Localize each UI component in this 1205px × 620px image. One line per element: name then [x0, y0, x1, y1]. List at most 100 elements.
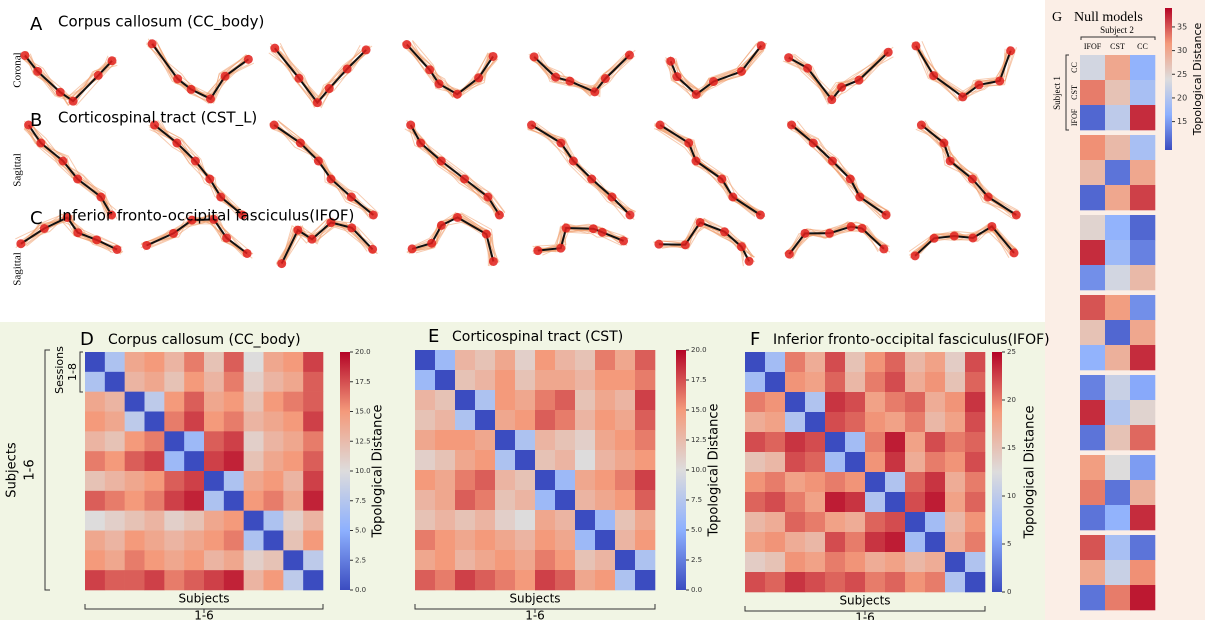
heatmap-cell — [435, 530, 455, 550]
null-cell — [1105, 560, 1130, 585]
node — [495, 211, 504, 220]
heatmap-cell — [555, 390, 575, 410]
node — [402, 40, 411, 49]
node — [696, 218, 705, 227]
heatmap-cell — [785, 392, 805, 412]
colorbar — [676, 350, 686, 590]
streamline — [278, 49, 360, 102]
heatmap-cell — [164, 511, 184, 531]
heatmap-cell — [244, 431, 264, 451]
heatmap-cell — [925, 472, 945, 492]
node — [882, 211, 891, 220]
heatmap-cell — [555, 550, 575, 570]
heatmap-cell — [595, 570, 615, 590]
heatmap-cell — [595, 370, 615, 390]
y-range-label: 1-6 — [23, 459, 38, 480]
heatmap-cell — [415, 490, 435, 510]
node — [216, 193, 225, 202]
x-axis-label: Subjects — [178, 592, 229, 606]
heatmap-cell — [635, 550, 655, 570]
heatmap-cell — [805, 372, 825, 392]
x-axis-label: Subjects — [509, 592, 560, 606]
heatmap-cell — [415, 510, 435, 530]
heatmap-cell — [244, 531, 264, 551]
node — [148, 39, 157, 48]
heatmap-cell — [283, 392, 303, 412]
node — [846, 175, 855, 184]
heatmap-cell — [283, 550, 303, 570]
heatmap-cell — [303, 491, 323, 511]
heatmap-cell — [264, 471, 284, 491]
heatmap-cell — [164, 352, 184, 372]
heatmap-cell — [765, 512, 785, 532]
heatmap-cell — [765, 552, 785, 572]
streamline — [270, 125, 370, 219]
heatmap-cell — [575, 470, 595, 490]
node — [314, 157, 323, 166]
heatmap-cell — [264, 352, 284, 372]
heatmap-cell — [164, 570, 184, 590]
heatmap-cell — [415, 370, 435, 390]
node — [803, 64, 812, 73]
heatmap-cell — [615, 390, 635, 410]
node — [406, 121, 415, 130]
panel-letter: G — [1052, 10, 1062, 25]
null-cell — [1080, 505, 1105, 530]
heatmap-cell — [475, 570, 495, 590]
heatmap-cell — [455, 390, 475, 410]
node — [73, 175, 82, 184]
heatmap-cell — [475, 510, 495, 530]
heatmap-cell — [745, 452, 765, 472]
streamline — [413, 41, 489, 92]
row-label: IFOF — [1070, 108, 1079, 126]
heatmap-cell — [635, 470, 655, 490]
null-cell — [1080, 455, 1105, 480]
panel-title: Corpus callosum (CC_body) — [108, 332, 301, 348]
null-cell — [1130, 265, 1155, 290]
heatmap-cell — [825, 532, 845, 552]
row-label: CC — [1070, 62, 1079, 73]
tractography — [15, 39, 1020, 268]
null-cell — [1130, 160, 1155, 185]
heatmap-cell — [595, 450, 615, 470]
null-cell — [1105, 480, 1130, 505]
heatmap-cell — [204, 531, 224, 551]
heatmap-cell — [303, 352, 323, 372]
heatmap-cell — [745, 432, 765, 452]
figure: ACorpus callosum (CC_body)CoronalBCortic… — [0, 0, 1205, 620]
heatmap-cell — [885, 352, 905, 372]
heatmap-cell — [635, 530, 655, 550]
heatmap-cell — [224, 352, 244, 372]
streamline — [274, 48, 363, 101]
node — [243, 249, 252, 258]
node — [884, 48, 893, 57]
heatmap-cell — [965, 492, 985, 512]
heatmap-cell — [184, 471, 204, 491]
heatmap-cell — [845, 552, 865, 572]
heatmap-cell — [515, 570, 535, 590]
colorbar-tick-label: 10.0 — [691, 466, 707, 474]
null-cell — [1105, 215, 1130, 240]
heatmap-cell — [535, 430, 555, 450]
node — [533, 246, 542, 255]
null-cell — [1130, 215, 1155, 240]
heatmap-cell — [575, 370, 595, 390]
heatmap-cell — [145, 511, 165, 531]
node — [327, 175, 336, 184]
heatmap-cell — [575, 510, 595, 530]
heatmap-cell — [455, 430, 475, 450]
colorbar-tick-label: 20 — [1007, 396, 1016, 404]
heatmap-cell — [455, 510, 475, 530]
heatmap-cell — [515, 510, 535, 530]
heatmap-cell — [303, 511, 323, 531]
node — [684, 139, 693, 148]
heatmap-cell — [475, 450, 495, 470]
heatmap-cell — [204, 392, 224, 412]
node — [601, 74, 610, 83]
heatmap-cell — [145, 352, 165, 372]
x-range-label: 1-6 — [525, 609, 545, 620]
node — [1010, 248, 1019, 257]
heatmap-cell — [164, 451, 184, 471]
heatmap-cell — [184, 352, 204, 372]
heatmap-cell — [905, 372, 925, 392]
